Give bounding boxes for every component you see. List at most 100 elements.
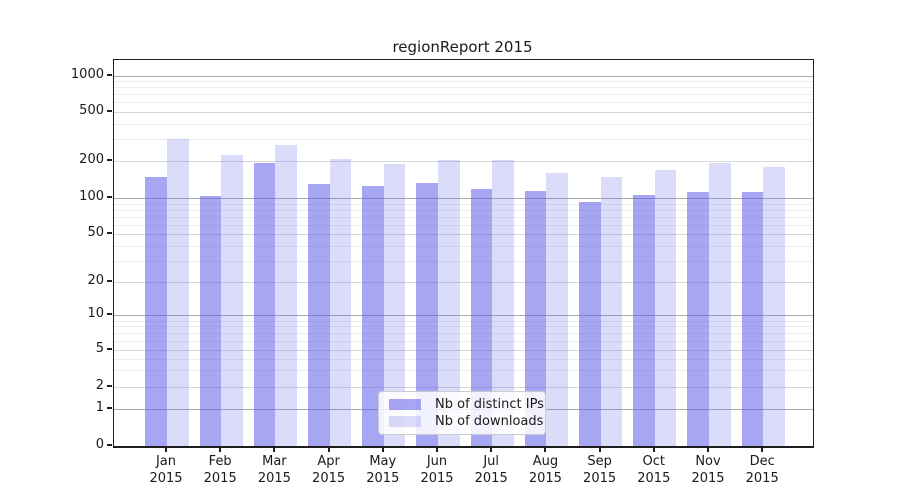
legend-label: Nb of downloads (435, 414, 544, 429)
chart-title: regionReport 2015 (392, 38, 533, 56)
x-tick-mark (707, 447, 709, 452)
gridline (114, 209, 813, 211)
x-tick-mark (165, 447, 167, 452)
gridline (114, 320, 813, 322)
gridline (114, 326, 813, 328)
y-tick-mark (107, 110, 112, 112)
x-axis-tick-label: Jul 2015 (474, 454, 508, 486)
legend-item: Nb of distinct IPs (389, 397, 544, 412)
gridline (114, 224, 813, 226)
gridline (114, 123, 813, 125)
y-tick-mark (107, 384, 112, 387)
bar-distinct-ips-oct-2015 (633, 195, 655, 446)
bar-downloads-jan-2015 (167, 139, 189, 446)
y-axis-tick-label: 1 (95, 400, 104, 416)
y-axis-tick-label: 5 (95, 341, 104, 356)
gridline (114, 260, 813, 262)
bar-downloads-may-2015 (383, 164, 406, 446)
gridline (114, 75, 813, 77)
bar-distinct-ips-sep-2015 (578, 201, 601, 446)
bar-distinct-ips-jan-2015 (145, 177, 167, 446)
y-tick-mark (107, 348, 112, 350)
x-tick-mark (436, 447, 438, 452)
legend: Nb of distinct IPs Nb of downloads (378, 391, 546, 435)
y-axis-tick-label: 50 (87, 225, 104, 241)
y-axis-tick-label: 2 (95, 377, 104, 393)
bar-downloads-mar-2015 (275, 144, 298, 446)
gridline (114, 87, 813, 89)
y-tick-mark (107, 73, 112, 76)
gridline (114, 161, 813, 162)
y-tick-mark (107, 196, 112, 199)
x-tick-mark (327, 447, 330, 452)
x-axis-tick-label: Mar 2015 (257, 454, 291, 486)
gridline (114, 350, 813, 351)
y-axis-tick-label: 1000 (70, 66, 104, 82)
gridline (114, 81, 813, 83)
bar-downloads-sep-2015 (600, 177, 623, 446)
gridline (114, 198, 813, 200)
plot-area (113, 59, 814, 448)
bar-downloads-jun-2015 (438, 159, 460, 446)
x-tick-mark (381, 447, 384, 452)
y-tick-mark (107, 313, 112, 316)
bar-distinct-ips-nov-2015 (687, 192, 709, 446)
gridline (114, 234, 813, 236)
bar-downloads-feb-2015 (221, 154, 243, 446)
gridline (114, 112, 813, 113)
bar-distinct-ips-may-2015 (362, 185, 384, 446)
gridline (114, 282, 813, 283)
gridline (114, 139, 813, 141)
gridline (114, 333, 813, 335)
gridline (114, 216, 813, 218)
bar-downloads-dec-2015 (763, 166, 785, 446)
y-axis-tick-label: 500 (79, 103, 104, 118)
y-axis-tick-label: 100 (79, 189, 104, 205)
bar-downloads-jul-2015 (492, 160, 514, 446)
bar-downloads-nov-2015 (709, 163, 731, 446)
x-tick-mark (490, 447, 493, 452)
x-tick-mark (273, 447, 276, 452)
x-tick-mark (544, 447, 547, 452)
bar-distinct-ips-mar-2015 (253, 162, 276, 446)
legend-swatch-downloads (389, 416, 421, 427)
x-axis-tick-label: Oct 2015 (637, 454, 671, 486)
x-axis-tick-label: Jun 2015 (420, 454, 454, 486)
gridline (114, 94, 813, 96)
x-axis-tick-label: Aug 2015 (528, 454, 562, 486)
bar-distinct-ips-jul-2015 (470, 188, 493, 446)
y-tick-mark (107, 407, 112, 410)
x-axis-tick-label: Dec 2015 (745, 454, 779, 486)
x-tick-mark (652, 447, 655, 452)
bar-downloads-aug-2015 (546, 172, 569, 446)
gridline (114, 340, 813, 342)
gridline (114, 245, 813, 247)
bar-distinct-ips-aug-2015 (524, 190, 547, 446)
x-tick-mark (219, 447, 222, 452)
y-tick-mark (107, 159, 112, 161)
x-axis-tick-label: May 2015 (366, 454, 400, 486)
y-tick-mark (107, 280, 112, 282)
bar-distinct-ips-feb-2015 (199, 196, 222, 446)
y-tick-mark (107, 444, 112, 446)
bar-distinct-ips-apr-2015 (307, 184, 330, 446)
legend-item: Nb of downloads (389, 414, 543, 429)
bar-distinct-ips-jun-2015 (416, 182, 438, 446)
x-tick-mark (598, 447, 601, 452)
gridline (114, 358, 813, 360)
x-axis-tick-label: Feb 2015 (203, 454, 237, 486)
y-axis-tick-label: 200 (79, 152, 104, 167)
x-axis-tick-label: Jan 2015 (149, 454, 183, 486)
gridline (114, 203, 813, 205)
x-tick-mark (761, 447, 764, 452)
x-axis-tick-label: Apr 2015 (312, 454, 346, 486)
gridline (114, 386, 813, 388)
bar-downloads-apr-2015 (329, 159, 352, 446)
y-axis-tick-label: 0 (95, 437, 104, 452)
bar-downloads-oct-2015 (654, 170, 677, 446)
x-axis-tick-label: Nov 2015 (691, 454, 725, 486)
legend-swatch-distinct-ips (389, 399, 421, 410)
y-axis-tick-label: 10 (87, 306, 104, 322)
gridline (114, 315, 813, 317)
